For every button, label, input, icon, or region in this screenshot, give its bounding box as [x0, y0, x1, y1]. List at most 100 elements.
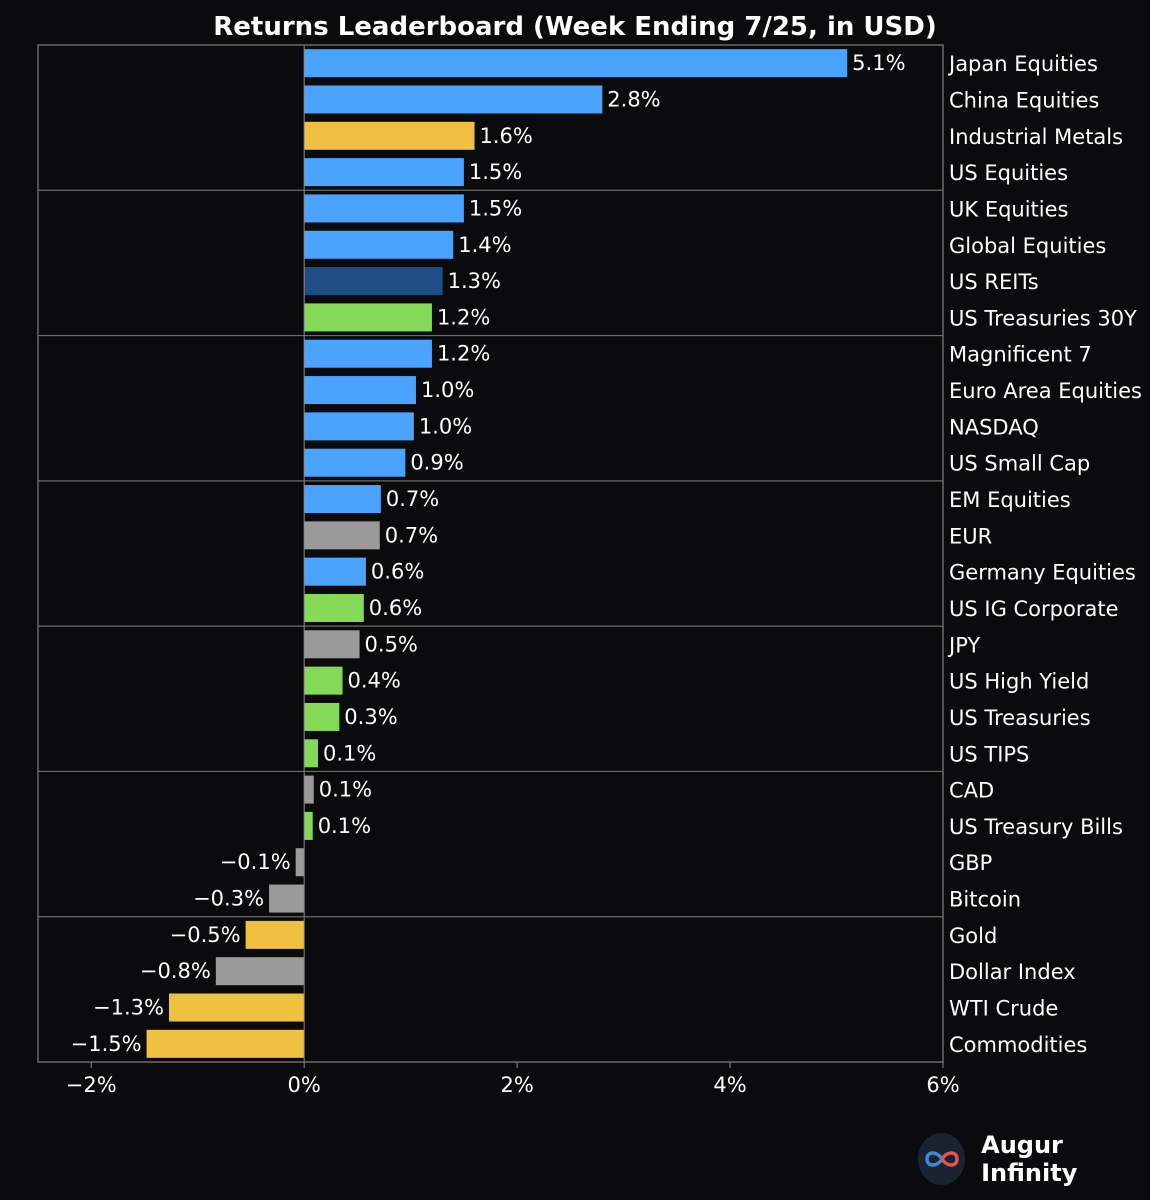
- value-label: −1.3%: [93, 996, 164, 1020]
- category-label: Euro Area Equities: [949, 379, 1142, 403]
- value-label: 0.6%: [369, 596, 422, 620]
- value-label: 1.4%: [458, 233, 511, 257]
- value-label: 0.1%: [323, 741, 376, 765]
- brand-name: Augur Infinity: [981, 1131, 1078, 1187]
- value-label: −0.3%: [193, 887, 264, 911]
- value-label: 1.0%: [419, 414, 472, 438]
- category-label: UK Equities: [949, 197, 1069, 221]
- bar-uk-equities: [304, 194, 464, 223]
- bar-us-ig-corporate: [304, 593, 364, 622]
- category-label: US Treasuries 30Y: [949, 306, 1137, 330]
- bar-wti-crude: [168, 993, 305, 1022]
- category-label: Gold: [949, 924, 997, 948]
- bar-gbp: [295, 848, 305, 877]
- value-label: 0.5%: [365, 632, 418, 656]
- chart-title: Returns Leaderboard (Week Ending 7/25, i…: [213, 12, 936, 42]
- bar-nasdaq: [304, 412, 414, 441]
- bar-us-high-yield: [304, 666, 343, 695]
- category-label: US Small Cap: [949, 452, 1090, 476]
- category-label: US Treasuries: [949, 706, 1091, 730]
- bar-series: [146, 49, 848, 1058]
- category-label: CAD: [949, 779, 994, 803]
- value-label: 1.2%: [437, 342, 490, 366]
- category-label: Commodities: [949, 1033, 1087, 1057]
- value-label: 1.2%: [437, 305, 490, 329]
- value-label: 0.7%: [385, 523, 438, 547]
- category-label: China Equities: [949, 88, 1099, 112]
- value-label: 0.4%: [348, 669, 401, 693]
- value-label: 0.9%: [410, 451, 463, 475]
- category-label: US REITs: [949, 270, 1039, 294]
- bar-us-tips: [304, 739, 319, 768]
- value-label: 0.1%: [318, 814, 371, 838]
- category-label: Germany Equities: [949, 561, 1136, 585]
- x-tick-label: −2%: [66, 1073, 117, 1097]
- bar-global-equities: [304, 230, 454, 259]
- category-label: US Treasury Bills: [949, 815, 1123, 839]
- brand: Augur Infinity: [918, 1131, 1150, 1187]
- category-label: Industrial Metals: [949, 125, 1123, 149]
- x-axis-ticks: −2% 0% 2% 4% 6%: [66, 1062, 960, 1097]
- value-label: −1.5%: [71, 1032, 142, 1056]
- value-label: 1.5%: [469, 160, 522, 184]
- value-label: 0.6%: [371, 560, 424, 584]
- category-label: US IG Corporate: [949, 597, 1119, 621]
- category-label: Dollar Index: [949, 960, 1076, 984]
- category-label: NASDAQ: [949, 415, 1039, 439]
- bar-china-equities: [304, 85, 603, 114]
- bar-us-treasuries: [304, 702, 340, 731]
- value-label: −0.8%: [140, 959, 211, 983]
- bar-dollar-index: [215, 957, 305, 986]
- bar-us-reits: [304, 267, 443, 296]
- value-label: 1.3%: [448, 269, 501, 293]
- value-label: 0.7%: [386, 487, 439, 511]
- value-labels: 5.1% 2.8% 1.6% 1.5% 1.5% 1.4% 1.3% 1.2% 1.2% 1.0%…: [71, 51, 906, 1056]
- bar-euro-area-equities: [304, 376, 416, 405]
- bar-cad: [304, 775, 314, 804]
- category-label: Bitcoin: [949, 888, 1021, 912]
- value-label: 0.1%: [319, 778, 372, 802]
- category-label: Global Equities: [949, 234, 1106, 258]
- bar-germany-equities: [304, 557, 366, 586]
- group-dividers: [38, 189, 943, 918]
- value-label: −0.5%: [170, 923, 241, 947]
- value-label: 1.0%: [421, 378, 474, 402]
- category-label: EUR: [949, 524, 992, 548]
- value-label: 1.6%: [480, 124, 533, 148]
- category-labels: Japan Equities China Equities Industrial M…: [947, 52, 1142, 1057]
- bar-us-treasury-bills: [304, 811, 313, 840]
- bar-industrial-metals: [304, 121, 475, 150]
- category-label: JPY: [947, 633, 980, 657]
- value-label: 1.5%: [469, 196, 522, 220]
- category-label: Magnificent 7: [949, 343, 1092, 367]
- bar-gold: [245, 920, 305, 949]
- value-label: 5.1%: [852, 51, 905, 75]
- x-tick-label: 6%: [926, 1073, 959, 1097]
- category-label: GBP: [949, 851, 992, 875]
- bar-japan-equities: [304, 49, 848, 78]
- bar-bitcoin: [269, 884, 305, 913]
- x-tick-label: 2%: [500, 1073, 533, 1097]
- x-tick-label: 4%: [713, 1073, 746, 1097]
- value-label: 0.3%: [344, 705, 397, 729]
- bar-us-treasuries-30y: [304, 303, 432, 332]
- category-label: EM Equities: [949, 488, 1071, 512]
- bar-jpy: [304, 630, 360, 659]
- bar-commodities: [146, 1029, 305, 1058]
- value-label: −0.1%: [220, 850, 291, 874]
- infinity-icon: [918, 1133, 966, 1185]
- category-label: Japan Equities: [947, 52, 1098, 76]
- plot-frame: [37, 44, 944, 1063]
- bar-magnificent-7: [304, 339, 432, 368]
- bar-us-small-cap: [304, 448, 406, 477]
- bar-us-equities: [304, 158, 464, 187]
- bar-em-equities: [304, 485, 381, 514]
- category-label: WTI Crude: [949, 997, 1058, 1021]
- category-label: US Equities: [949, 161, 1068, 185]
- category-label: US TIPS: [949, 742, 1029, 766]
- value-label: 2.8%: [607, 87, 660, 111]
- bar-eur: [304, 521, 380, 550]
- x-tick-label: 0%: [288, 1073, 321, 1097]
- category-label: US High Yield: [949, 670, 1089, 694]
